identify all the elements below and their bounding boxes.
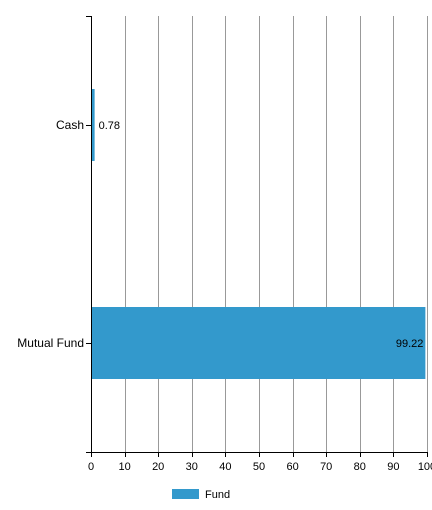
y-category-label: Cash [56, 118, 84, 132]
x-axis-tick-labels: 0 10 20 30 40 50 60 70 80 90 100 [88, 461, 432, 473]
bar-cash [92, 89, 95, 161]
data-label: 99.22 [396, 338, 424, 350]
x-tick-label: 100 [418, 461, 432, 473]
x-tick-label: 0 [88, 461, 94, 473]
data-label: 0.78 [99, 120, 120, 132]
x-tick-label: 40 [219, 461, 231, 473]
legend: Fund [172, 489, 230, 501]
y-axis-category-labels: Cash Mutual Fund [17, 118, 84, 350]
x-tick-label: 90 [387, 461, 399, 473]
axes [86, 16, 428, 457]
legend-label: Fund [205, 489, 230, 501]
x-tick-label: 80 [354, 461, 366, 473]
x-tick-label: 70 [320, 461, 332, 473]
legend-swatch [172, 489, 199, 499]
x-tick-label: 30 [186, 461, 198, 473]
data-labels: 0.78 99.22 [99, 120, 424, 350]
x-tick-label: 60 [286, 461, 298, 473]
bar-mutual-fund [92, 307, 426, 379]
x-tick-label: 20 [152, 461, 164, 473]
x-tick-label: 50 [253, 461, 265, 473]
y-category-label: Mutual Fund [17, 336, 84, 350]
bar-group [92, 89, 426, 379]
grid-lines [125, 16, 428, 452]
x-tick-label: 10 [118, 461, 130, 473]
